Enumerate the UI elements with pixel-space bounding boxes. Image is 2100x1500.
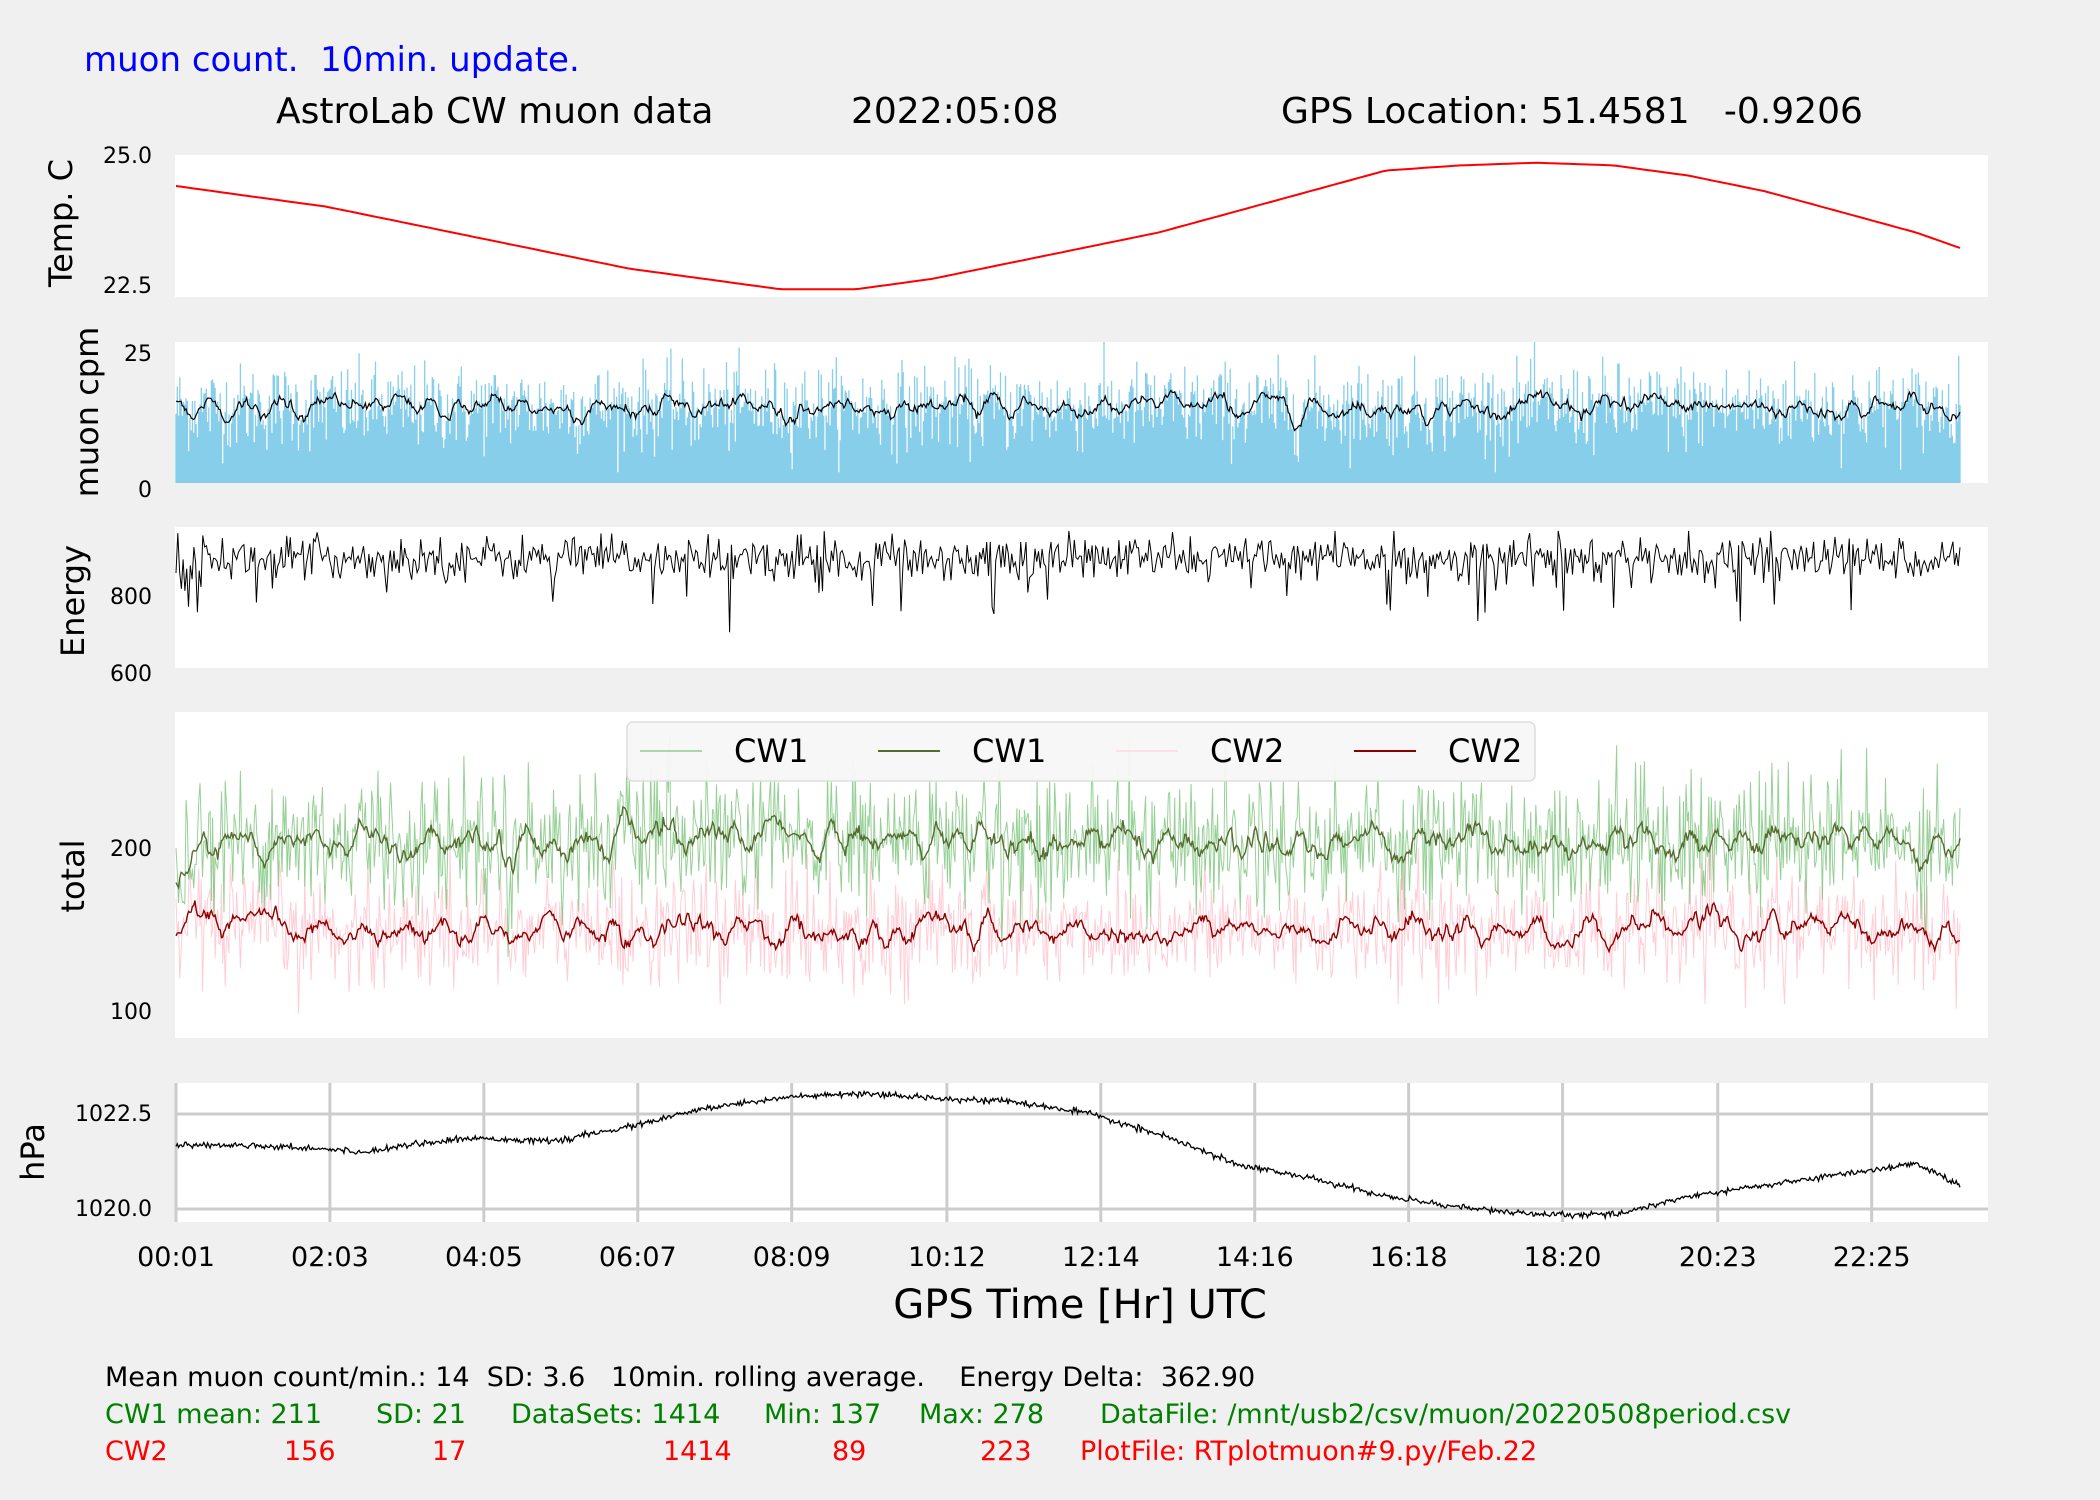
- y-tick-label: 1022.5: [75, 1102, 152, 1127]
- data-file: DataFile: /mnt/usb2/csv/muon/20220508per…: [1100, 1399, 1792, 1430]
- panel-3: 600 800 Energy: [54, 527, 1988, 687]
- y-axis-label: Energy: [54, 545, 92, 657]
- y-tick-label: 1020.0: [75, 1197, 152, 1222]
- panel-4: 100 200 total CW1 CW1 CW2 CW2: [54, 712, 1988, 1038]
- cw1-datasets: DataSets: 1414: [511, 1399, 721, 1430]
- cw2-rolling-line: [175, 900, 1961, 954]
- cw1-mean: CW1 mean: 211: [105, 1399, 323, 1430]
- x-tick-label: 18:20: [1524, 1242, 1602, 1273]
- cw1-raw-line: [175, 731, 1961, 958]
- panel-1: 22.5 25.0 Temp. C: [42, 144, 1988, 299]
- y-axis-label: hPa: [14, 1123, 52, 1181]
- cw2-min: 89: [832, 1436, 867, 1467]
- chart-title: AstroLab CW muon data: [276, 91, 714, 132]
- x-tick-label: 00:01: [137, 1242, 215, 1273]
- grid: [174, 1083, 1988, 1222]
- temperature-line: [175, 161, 1961, 291]
- cw2-datasets: 1414: [663, 1436, 732, 1467]
- cw2-mean: 156: [284, 1436, 336, 1467]
- y-tick-label: 25.0: [103, 144, 152, 169]
- x-tick-label: 14:16: [1216, 1242, 1294, 1273]
- y-tick-label: 100: [110, 1000, 152, 1025]
- panels: 22.5 25.0 Temp. C 0 25 muon cpm 600 800 Energy 10…: [14, 144, 1988, 1328]
- plot-file: PlotFile: RTplotmuon#9.py/Feb.22: [1080, 1436, 1538, 1467]
- y-tick-label: 600: [110, 662, 152, 687]
- cw1-sd: SD: 21: [376, 1399, 466, 1430]
- legend-label: CW1: [972, 732, 1046, 770]
- muon-cpm-bars: [175, 342, 1961, 483]
- pressure-line: [175, 1089, 1961, 1221]
- y-tick-label: 800: [110, 585, 152, 610]
- x-tick-label: 06:07: [599, 1242, 677, 1273]
- x-tick-label: 22:25: [1833, 1242, 1911, 1273]
- cw2-max: 223: [980, 1436, 1032, 1467]
- muon-cpm-rolling-average: [175, 388, 1961, 432]
- cw1-min: Min: 137: [764, 1399, 882, 1430]
- chart-date: 2022:05:08: [851, 91, 1059, 132]
- energy-line: [175, 530, 1961, 633]
- x-tick-label: 20:23: [1679, 1242, 1757, 1273]
- x-tick-label: 08:09: [753, 1242, 831, 1273]
- y-tick-label: 200: [110, 837, 152, 862]
- update-note: muon count. 10min. update.: [84, 40, 580, 80]
- y-tick-label: 22.5: [103, 274, 152, 299]
- cw2-label: CW2: [105, 1436, 168, 1467]
- y-axis-label: muon cpm: [68, 327, 106, 498]
- x-tick-label: 16:18: [1370, 1242, 1448, 1273]
- x-tick-label: 02:03: [291, 1242, 369, 1273]
- gps-location: GPS Location: 51.4581 -0.9206: [1281, 91, 1863, 132]
- cw1-max: Max: 278: [919, 1399, 1045, 1430]
- x-tick-label: 10:12: [908, 1242, 986, 1273]
- y-tick-label: 0: [138, 478, 152, 503]
- y-tick-label: 25: [124, 342, 152, 367]
- panel-2: 0 25 muon cpm: [68, 327, 1988, 503]
- legend-label: CW1: [734, 732, 808, 770]
- legend-label: CW2: [1210, 732, 1284, 770]
- y-axis-label: total: [54, 839, 92, 912]
- legend: CW1 CW1 CW2 CW2: [626, 721, 1536, 782]
- cw2-raw-line: [175, 824, 1961, 1014]
- x-tick-label: 04:05: [445, 1242, 523, 1273]
- x-tick-label: 12:14: [1062, 1242, 1140, 1273]
- x-axis-label: GPS Time [Hr] UTC: [893, 1282, 1267, 1328]
- y-axis-label: Temp. C: [42, 159, 80, 288]
- panel-5: 1020.0 1022.5 hPa: [14, 1083, 1988, 1222]
- cw2-sd: 17: [432, 1436, 467, 1467]
- panel-background: [175, 155, 1988, 297]
- legend-box: [626, 721, 1536, 782]
- panel-background: [175, 1083, 1988, 1222]
- legend-label: CW2: [1448, 732, 1522, 770]
- cw1-rolling-line: [175, 805, 1961, 890]
- summary-line: Mean muon count/min.: 14 SD: 3.6 10min. …: [105, 1362, 1256, 1393]
- panel-background: [175, 527, 1988, 668]
